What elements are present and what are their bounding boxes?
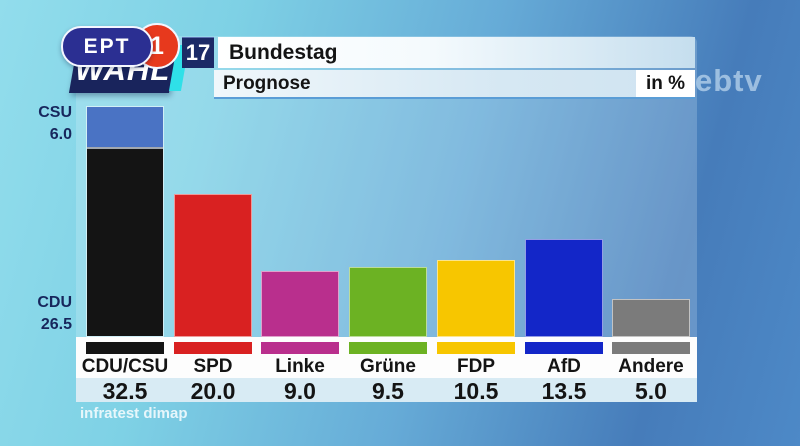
page-title: Bundestag [229,40,338,64]
band-swatch-spd [174,342,252,354]
side-label-cdu-name: CDU [37,294,72,311]
category-label-spd: SPD [193,356,233,377]
channel-logo-label: EPT [83,34,131,58]
side-label-cdu: CDU 26.5 [26,292,72,336]
bar-segment-csu [87,107,163,149]
band-swatch-linke [261,342,339,354]
header-title-bar: Bundestag [218,37,695,68]
side-label-csu-value: 6.0 [49,126,72,143]
bar-gr-ne [349,267,427,337]
bar-segment-cdu [87,149,163,336]
category-label-andere: Andere [618,356,684,377]
channel-number-label: 1 [150,31,164,60]
value-label-afd: 13.5 [541,378,587,404]
bar-afd [525,239,603,337]
category-label-cdu-csu: CDU/CSU [81,356,169,377]
band-swatch-fdp [437,342,515,354]
value-label-cdu-csu: 32.5 [102,378,148,404]
side-label-csu: CSU 6.0 [26,102,72,146]
bar-cdu-csu [86,106,164,337]
side-label-cdu-value: 26.5 [40,316,72,333]
value-label-spd: 20.0 [190,378,236,404]
band-swatch-gr-ne [349,342,427,354]
year-badge: 17 [182,37,214,68]
bar-fdp [437,260,515,337]
value-label-linke: 9.0 [284,378,316,404]
bar-andere [612,299,690,337]
value-label-fdp: 10.5 [453,378,499,404]
bar-spd [174,194,252,337]
category-label-afd: AfD [547,356,581,377]
year-badge-label: 17 [185,39,211,65]
values-band [76,378,697,402]
value-label-andere: 5.0 [635,378,667,404]
band-swatch-cdu-csu [86,342,164,354]
value-label-gr-ne: 9.5 [372,378,404,404]
unit-label: in % [635,70,695,97]
side-label-csu-name: CSU [38,104,72,121]
bar-linke [261,271,339,337]
category-label-gr-ne: Grüne [360,356,416,377]
header-subtitle-bar: Prognose in % [214,70,695,99]
band-swatch-andere [612,342,690,354]
station-watermark: ebtv [695,63,763,98]
category-label-fdp: FDP [457,356,495,377]
source-credit: infratest dimap [80,405,188,422]
channel-logo-pill: EPT [61,26,153,67]
page-subtitle: Prognose [223,72,311,94]
band-swatch-afd [525,342,603,354]
category-label-linke: Linke [275,356,325,377]
